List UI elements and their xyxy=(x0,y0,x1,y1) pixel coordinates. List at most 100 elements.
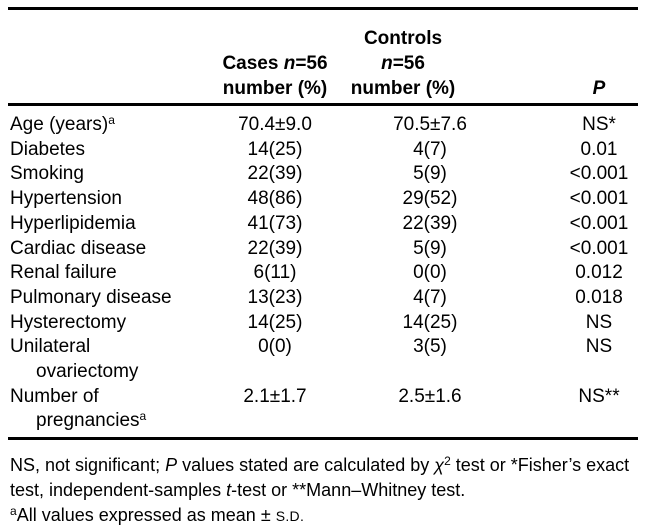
table-row-hysterectomy: Hysterectomy 14(25) 14(25) NS xyxy=(8,311,638,336)
table-row-hypertension: Hypertension 48(86) 29(52) <0.001 xyxy=(8,187,638,212)
row-label-line1: Unilateral xyxy=(10,336,91,358)
controls-header-text: Controls xyxy=(363,28,443,49)
row-label-line2: pregnanciesa xyxy=(10,409,180,434)
cell-cases: 13(23) xyxy=(247,286,303,308)
footnotes: NS, not significant; P values stated are… xyxy=(10,453,638,529)
cell-label: Unilateral ovariectomy xyxy=(8,335,180,384)
controls-header-line1: Controls n=56 xyxy=(343,26,463,76)
cell-label: Cardiac disease xyxy=(10,237,147,259)
cases-header-line2: number (%) xyxy=(222,78,328,99)
clinical-characteristics-table: Cases n=56 number (%) Controls n=56 numb… xyxy=(8,10,638,437)
cell-controls: 4(7) xyxy=(413,138,447,160)
cases-n-value: =56 xyxy=(295,53,328,74)
cell-p: NS xyxy=(585,311,613,333)
p-header-text: P xyxy=(592,78,606,99)
cell-label: Smoking xyxy=(10,163,84,185)
cell-cases: 70.4±9.0 xyxy=(238,114,312,135)
controls-n-italic: n xyxy=(381,53,393,74)
cell-label: Hypertension xyxy=(10,188,122,210)
table-row-number-of-pregnancies: Number of pregnanciesa 2.1±1.7 2.5±1.6 N… xyxy=(8,385,638,437)
chi-symbol: χ xyxy=(434,455,445,476)
cell-p: <0.001 xyxy=(569,163,629,185)
cell-label: Hyperlipidemia xyxy=(10,212,136,234)
footnote-marker-a: a xyxy=(139,409,147,424)
controls-header-line2: number (%) xyxy=(350,78,456,99)
cell-controls: 22(39) xyxy=(402,212,458,234)
cell-controls: 5(9) xyxy=(413,163,447,185)
footnote-marker-a: a xyxy=(108,113,115,127)
cases-header-text: Cases xyxy=(222,53,284,74)
cell-p: 0.012 xyxy=(575,262,623,284)
cell-controls: 3(5) xyxy=(413,336,447,358)
table-row-age: Age (years)a 70.4±9.0 70.5±7.6 NS* xyxy=(8,105,638,138)
cell-controls: 4(7) xyxy=(413,286,447,308)
cell-label: Renal failure xyxy=(10,262,117,284)
cell-label: Number of pregnanciesa xyxy=(8,385,180,437)
table-row-smoking: Smoking 22(39) 5(9) <0.001 xyxy=(8,162,638,187)
col-header-empty xyxy=(8,10,180,106)
cell-controls: 0(0) xyxy=(413,262,447,284)
cell-controls: 5(9) xyxy=(413,237,447,259)
t-italic: t xyxy=(226,480,232,501)
cell-p: NS** xyxy=(578,385,620,407)
footnote-marker-a: a xyxy=(10,504,17,519)
cell-controls: 70.5±7.6 xyxy=(393,114,467,135)
cell-cases: 22(39) xyxy=(247,163,303,185)
table-top-rule xyxy=(8,7,638,10)
col-header-controls: Controls n=56 number (%) xyxy=(351,10,490,106)
footnote-text: All values expressed as mean ± xyxy=(16,505,276,526)
footnote-text: test, independent-samples xyxy=(10,480,227,501)
controls-header-block: Controls n=56 number (%) xyxy=(343,26,463,101)
footnote-text: -test or **Mann–Whitney test. xyxy=(231,480,466,501)
table-row-diabetes: Diabetes 14(25) 4(7) 0.01 xyxy=(8,138,638,163)
col-header-p: P xyxy=(490,10,638,106)
row-label-line2: ovariectomy xyxy=(36,361,139,383)
cell-p: NS xyxy=(585,336,613,358)
cell-controls: 2.5±1.6 xyxy=(398,385,462,407)
cell-cases: 48(86) xyxy=(247,188,303,210)
cell-label: Age (years)a xyxy=(8,105,180,138)
cell-controls: 29(52) xyxy=(402,188,458,210)
table-row-hyperlipidemia: Hyperlipidemia 41(73) 22(39) <0.001 xyxy=(8,212,638,237)
row-label-line2-text: pregnancies xyxy=(36,410,140,432)
table-page: Cases n=56 number (%) Controls n=56 numb… xyxy=(8,7,638,526)
table-row-unilateral-ovariectomy: Unilateral ovariectomy 0(0) 3(5) NS xyxy=(8,335,638,384)
header-row: Cases n=56 number (%) Controls n=56 numb… xyxy=(8,10,638,106)
cell-cases: 14(25) xyxy=(247,138,303,160)
cell-p: <0.001 xyxy=(569,212,629,234)
table-row-cardiac-disease: Cardiac disease 22(39) 5(9) <0.001 xyxy=(8,237,638,262)
cases-n-italic: n xyxy=(283,53,296,74)
col-header-cases: Cases n=56 number (%) xyxy=(180,10,370,106)
controls-n-value: =56 xyxy=(392,53,425,74)
cell-cases: 2.1±1.7 xyxy=(243,385,307,407)
row-label: Age (years) xyxy=(10,114,109,135)
sd-smallcaps: S.D. xyxy=(275,508,305,525)
cell-p: 0.018 xyxy=(575,286,623,308)
cell-cases: 14(25) xyxy=(247,311,303,333)
footnote-line-3: aAll values expressed as mean ± S.D. xyxy=(10,503,638,529)
cell-label: Pulmonary disease xyxy=(10,286,172,308)
p-italic: P xyxy=(165,455,178,476)
cases-header-line1: Cases n=56 xyxy=(180,51,370,76)
cell-cases: 41(73) xyxy=(247,212,303,234)
cell-p: <0.001 xyxy=(569,188,629,210)
chi-squared-exponent: 2 xyxy=(444,454,451,469)
footnote-line-2: test, independent-samples t-test or **Ma… xyxy=(10,478,638,503)
table-row-pulmonary-disease: Pulmonary disease 13(23) 4(7) 0.018 xyxy=(8,286,638,311)
cell-cases: 0(0) xyxy=(258,336,292,358)
footnote-text: values stated are calculated by xyxy=(177,455,435,476)
cell-p: NS* xyxy=(582,114,616,135)
cell-p: <0.001 xyxy=(569,237,629,259)
cell-cases: 6(11) xyxy=(253,262,297,284)
cell-controls: 14(25) xyxy=(402,311,458,333)
footnote-text: NS, not significant; xyxy=(10,455,166,476)
table-bottom-rule xyxy=(8,437,638,441)
row-label-line1: Number of xyxy=(10,385,99,407)
footnote-line-1: NS, not significant; P values stated are… xyxy=(10,453,638,478)
cell-cases: 22(39) xyxy=(247,237,303,259)
cell-p: 0.01 xyxy=(580,138,618,160)
cell-label: Hysterectomy xyxy=(10,311,127,333)
table-row-renal-failure: Renal failure 6(11) 0(0) 0.012 xyxy=(8,261,638,286)
footnote-text: test or *Fisher’s exact xyxy=(450,455,630,476)
cell-label: Diabetes xyxy=(10,138,85,160)
